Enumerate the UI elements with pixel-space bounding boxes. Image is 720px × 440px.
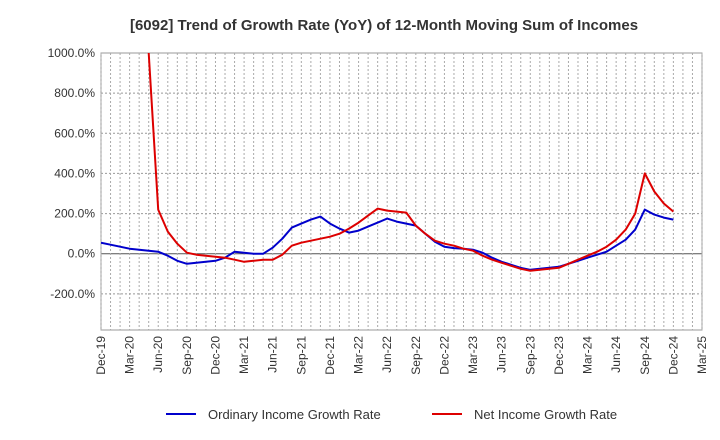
y-tick-label: 600.0%	[54, 126, 95, 140]
x-tick-label: Mar-24	[581, 336, 595, 374]
series-line-1	[101, 208, 674, 271]
x-tick-label: Dec-21	[323, 336, 337, 375]
x-tick-label: Jun-22	[380, 336, 394, 373]
x-tick-label: Dec-19	[94, 336, 108, 375]
legend-label-1: Ordinary Income Growth Rate	[208, 407, 381, 422]
x-tick-label: Mar-22	[352, 336, 366, 374]
x-tick-label: Sep-22	[409, 336, 423, 375]
legend-label-2: Net Income Growth Rate	[474, 407, 617, 422]
series-line-2	[147, 53, 675, 272]
x-tick-label: Sep-21	[294, 336, 308, 375]
y-tick-label: 800.0%	[54, 86, 95, 100]
x-tick-label: Mar-23	[466, 336, 480, 374]
x-tick-label: Mar-21	[237, 336, 251, 374]
plot-frame	[100, 52, 703, 331]
y-tick-label: 1000.0%	[48, 46, 96, 60]
y-tick-label: 400.0%	[54, 166, 95, 180]
x-tick-label: Sep-23	[523, 336, 537, 375]
x-axis: Dec-19 Mar-20 Jun-20 Sep-20 Dec-20 Mar-21 Jun-…	[94, 336, 709, 375]
x-tick-label: Dec-24	[666, 336, 680, 375]
x-tick-label: Sep-24	[638, 336, 652, 375]
x-tick-label: Dec-20	[208, 336, 222, 375]
chart-title: [6092] Trend of Growth Rate (YoY) of 12-…	[130, 17, 638, 34]
x-tick-label: Dec-22	[437, 336, 451, 375]
y-tick-label: 200.0%	[54, 207, 95, 221]
x-tick-label: Jun-24	[609, 336, 623, 373]
legend: Ordinary Income Growth Rate Net Income Gr…	[166, 407, 617, 422]
x-tick-label: Mar-20	[123, 336, 137, 374]
y-tick-label: -200.0%	[50, 287, 95, 301]
x-tick-label: Sep-20	[180, 336, 194, 375]
x-tick-label: Dec-23	[552, 336, 566, 375]
series-lines	[101, 53, 675, 272]
y-tick-label: 0.0%	[68, 247, 96, 261]
x-tick-label: Jun-23	[495, 336, 509, 373]
y-axis: 1000.0% 800.0% 600.0% 400.0% 200.0% 0.0% -200.…	[48, 46, 96, 301]
x-tick-label: Jun-21	[266, 336, 280, 373]
x-tick-label: Jun-20	[151, 336, 165, 373]
plot-area	[100, 52, 703, 331]
x-tick-label: Mar-25	[695, 336, 709, 374]
gridlines	[100, 52, 703, 330]
